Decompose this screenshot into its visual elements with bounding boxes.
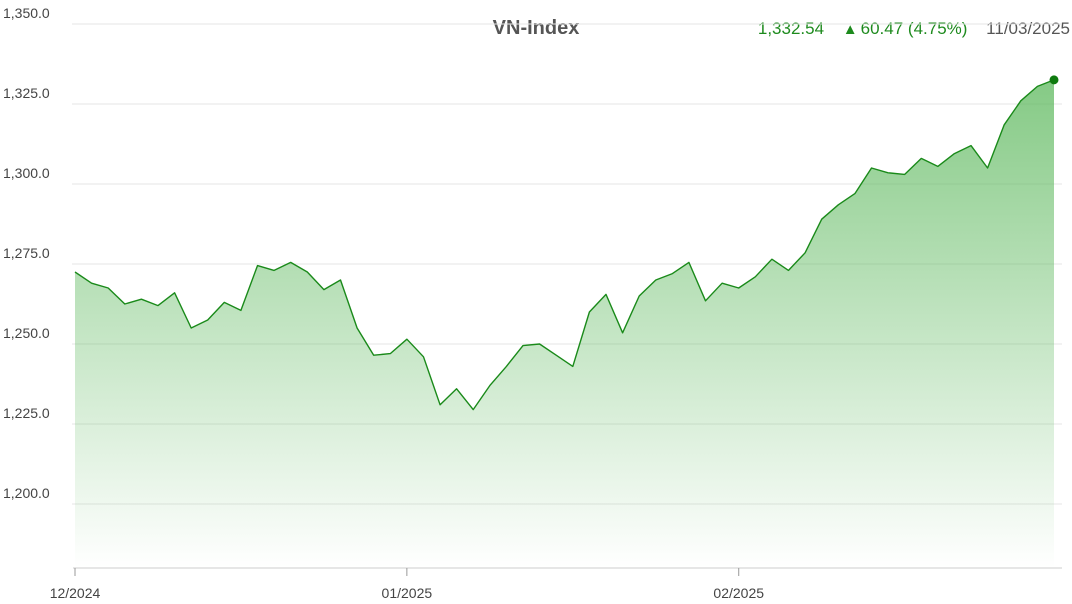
y-tick-label: 1,325.0 <box>3 85 50 101</box>
y-tick-label: 1,275.0 <box>3 245 50 261</box>
series-points <box>1049 75 1059 85</box>
y-tick-label: 1,250.0 <box>3 325 50 341</box>
y-tick-label: 1,300.0 <box>3 165 50 181</box>
y-tick-label: 1,200.0 <box>3 485 50 501</box>
up-triangle-icon: ▲ <box>842 21 858 38</box>
x-tick-label: 02/2025 <box>713 585 764 601</box>
latest-point-marker <box>1049 75 1059 85</box>
y-axis-labels: 1,200.0 1,225.0 1,250.0 1,275.0 1,300.0 1,325… <box>3 5 50 501</box>
y-tick-label: 1,350.0 <box>3 5 50 21</box>
y-tick-label: 1,225.0 <box>3 405 50 421</box>
x-tick-label: 01/2025 <box>382 585 433 601</box>
x-axis: 12/2024 01/2025 02/2025 <box>50 567 1062 601</box>
x-tick-label: 12/2024 <box>50 585 101 601</box>
series-line <box>74 79 1055 411</box>
chart-title: VN-Index <box>492 17 580 39</box>
series-area <box>75 79 1054 569</box>
